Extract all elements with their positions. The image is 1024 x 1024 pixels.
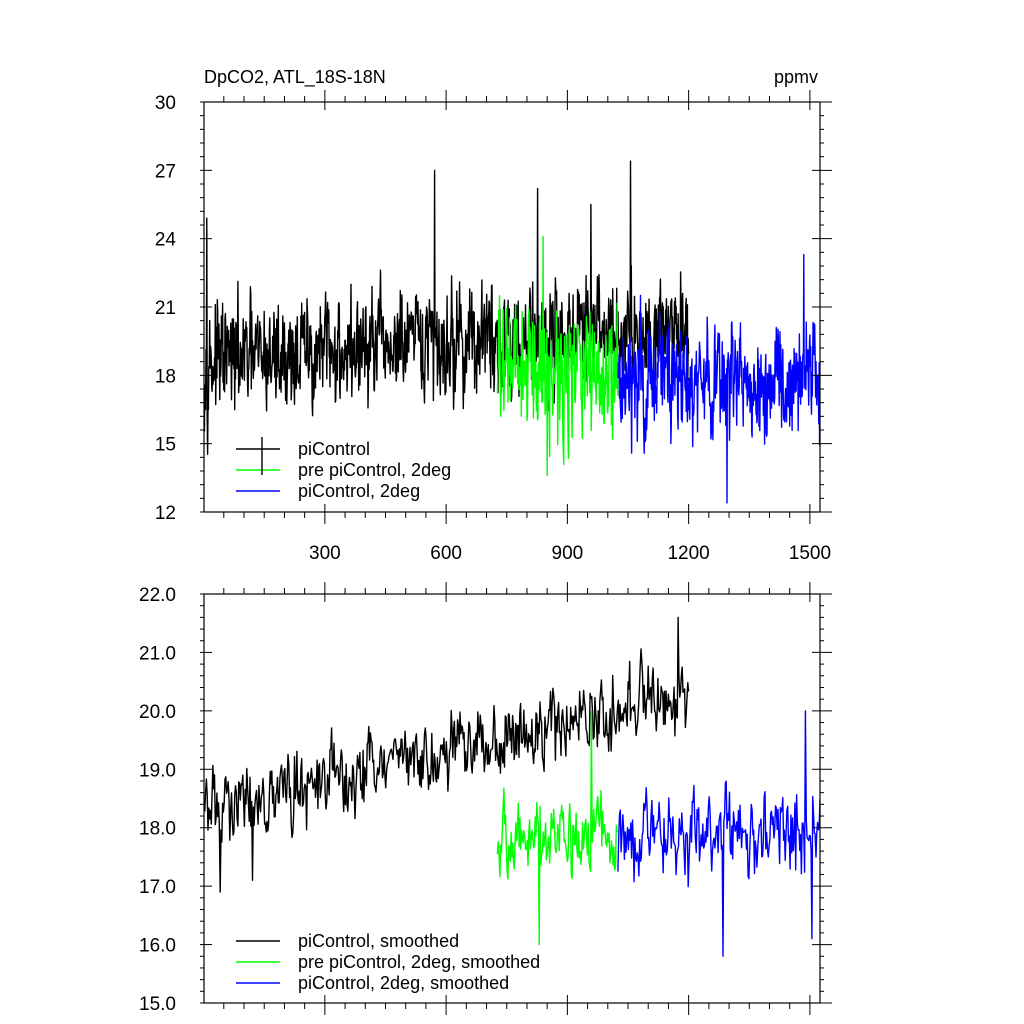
x-tick-label: 300 [309, 543, 341, 564]
legend-label: piControl, 2deg [298, 481, 420, 501]
series-line-picontrol [204, 160, 690, 455]
series-line-pre-picontrol-2deg [496, 235, 619, 477]
x-tick-label: 900 [552, 543, 584, 564]
series-group [204, 616, 820, 957]
legend-label: pre piControl, 2deg, smoothed [298, 952, 540, 972]
series-line-pre-picontrol-2deg-smoothed [496, 710, 619, 946]
y-tick-label: 15.0 [139, 994, 176, 1015]
series-line-picontrol-2deg-smoothed [617, 710, 820, 957]
legend-label: piControl [298, 439, 370, 459]
series-group [204, 160, 820, 504]
y-tick-label: 19.0 [139, 760, 176, 781]
y-tick-label: 24 [155, 230, 177, 251]
y-tick-label: 15 [155, 435, 176, 456]
x-tick-label: 1500 [789, 543, 831, 564]
y-tick-label: 27 [155, 161, 176, 182]
y-tick-label: 18.0 [139, 819, 176, 840]
units-label: ppmv [774, 67, 818, 87]
y-tick-label: 21 [155, 298, 176, 319]
y-tick-label: 21.0 [139, 643, 176, 664]
y-tick-label: 22.0 [139, 585, 176, 606]
upper-panel: 12 15 18 21 24 27 30 300 600 900 1200 1500 DpCO2, AT… [155, 67, 832, 564]
series-line-picontrol-2deg [617, 253, 820, 504]
series-line-picontrol-smoothed [204, 616, 690, 893]
y-tick-label: 12 [155, 503, 176, 524]
y-tick-label: 16.0 [139, 936, 176, 957]
y-tick-label: 18 [155, 366, 176, 387]
y-tick-label: 20.0 [139, 702, 176, 723]
x-tick-label: 1200 [667, 543, 709, 564]
y-tick-label: 17.0 [139, 877, 176, 898]
y-tick-label: 30 [155, 93, 176, 114]
legend-label: piControl, smoothed [298, 931, 459, 951]
legend-label: pre piControl, 2deg [298, 460, 451, 480]
lower-panel: 15.0 16.0 17.0 18.0 19.0 20.0 21.0 22.0 piContro… [139, 582, 832, 1015]
plot-frame [203, 593, 821, 1004]
legend-label: piControl, 2deg, smoothed [298, 973, 509, 993]
x-tick-label: 600 [430, 543, 462, 564]
chart-title: DpCO2, ATL_18S-18N [204, 67, 386, 88]
